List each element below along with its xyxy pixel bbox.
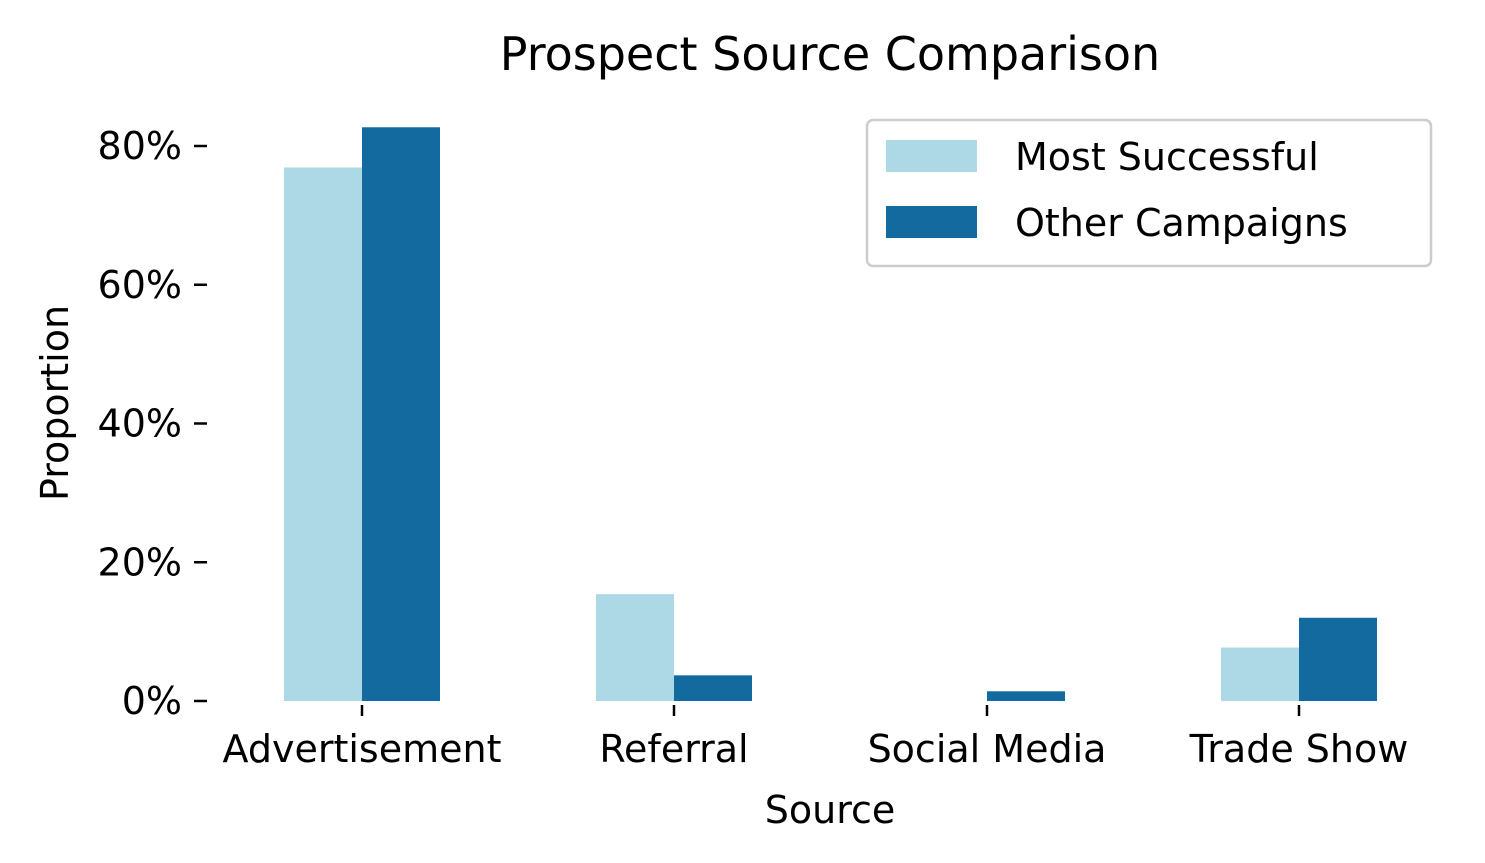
bars [284,127,1377,702]
legend-label: Other Campaigns [1015,201,1348,245]
bar-other-campaigns-advertisement [362,127,440,702]
y-tick-label: 60% [98,263,182,307]
legend-label: Most Successful [1015,135,1319,179]
legend-swatch [886,140,977,172]
x-tick-label: Trade Show [1189,727,1409,771]
x-tick-label: Advertisement [223,727,502,771]
bar-other-campaigns-trade-show [1299,617,1377,701]
y-tick-label: 20% [98,540,182,584]
legend: Most Successful Other Campaigns [865,118,1433,268]
y-tick-label: 0% [122,679,182,723]
bar-other-campaigns-referral [674,675,752,701]
y-axis-label: Proportion [33,305,77,501]
x-tick-label: Social Media [868,727,1107,771]
y-axis: 0% 20% 40% 60% 80% [98,124,207,723]
y-tick-label: 80% [98,124,182,168]
bar-other-campaigns-social-media [987,691,1065,701]
chart-title: Prospect Source Comparison [500,27,1160,81]
x-axis-label: Source [765,788,896,832]
legend-swatch [886,206,977,238]
bar-most-successful-advertisement [284,167,362,702]
bar-most-successful-trade-show [1221,647,1299,701]
bar-most-successful-referral [596,594,674,701]
legend-frame [865,118,1433,268]
y-tick-label: 40% [98,402,182,446]
x-axis: Advertisement Referral Social Media Trade S… [223,705,1409,771]
x-tick-label: Referral [599,727,748,771]
